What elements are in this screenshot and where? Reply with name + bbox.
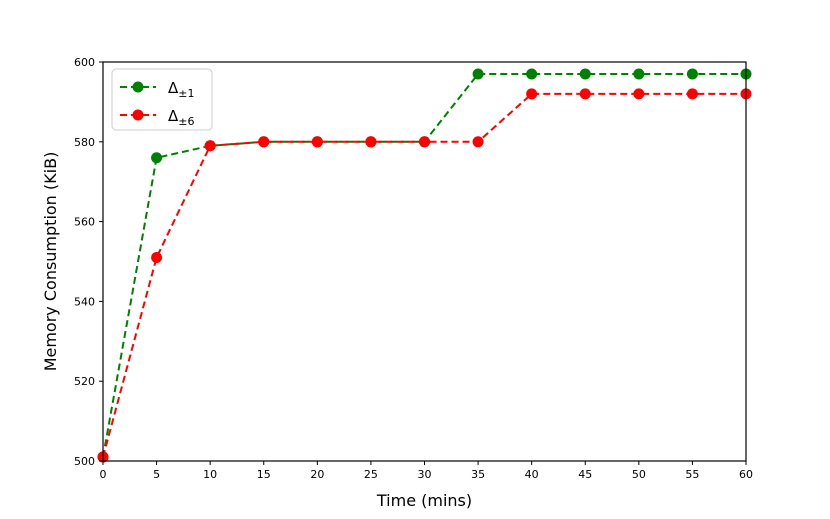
legend-label-main: Δ <box>168 107 179 125</box>
x-tick-label: 55 <box>685 468 699 481</box>
y-tick-label: 600 <box>74 56 95 69</box>
y-axis: 500 520 540 560 580 600 <box>74 56 103 468</box>
y-tick-label: 520 <box>74 375 95 388</box>
series-line <box>102 72 746 458</box>
data-point <box>633 68 645 80</box>
data-point <box>472 68 484 80</box>
data-point <box>472 136 484 148</box>
x-axis: 0 5 10 15 20 25 30 35 40 45 50 55 60 <box>100 461 753 481</box>
data-point <box>419 136 430 148</box>
legend-marker <box>132 81 144 93</box>
data-point <box>633 88 645 100</box>
x-tick-label: 35 <box>471 468 485 481</box>
legend-marker <box>132 109 144 121</box>
x-tick-label: 5 <box>153 468 160 481</box>
data-point <box>151 152 163 164</box>
legend-label: Δ±6 <box>168 107 194 128</box>
y-tick-label: 560 <box>74 216 95 229</box>
legend: Δ±1Δ±6 <box>111 68 213 131</box>
data-point <box>204 140 216 152</box>
x-tick-label: 30 <box>418 468 432 481</box>
data-point <box>579 88 591 100</box>
x-axis-title: Time (mins) <box>376 491 472 510</box>
data-point <box>365 136 377 148</box>
legend-label-subscript: ±1 <box>178 87 194 100</box>
x-tick-label: 20 <box>310 468 324 481</box>
x-tick-label: 60 <box>739 468 753 481</box>
x-tick-label: 15 <box>257 468 271 481</box>
data-point <box>258 136 270 148</box>
data-point <box>579 68 591 80</box>
legend-label: Δ±1 <box>168 79 194 100</box>
x-tick-label: 25 <box>364 468 378 481</box>
series-layer <box>97 68 752 463</box>
legend-label-main: Δ <box>168 79 179 97</box>
x-tick-label: 0 <box>100 468 107 481</box>
data-point <box>686 88 698 100</box>
data-point <box>526 88 538 100</box>
y-axis-title: Memory Consumption (KiB) <box>41 152 60 372</box>
y-tick-label: 500 <box>74 455 95 468</box>
legend-box <box>111 68 213 131</box>
data-point <box>686 68 698 80</box>
x-tick-label: 50 <box>632 468 646 481</box>
data-point <box>151 252 163 264</box>
data-point <box>311 136 323 148</box>
y-tick-label: 580 <box>74 136 95 149</box>
x-tick-label: 45 <box>578 468 592 481</box>
legend-label-subscript: ±6 <box>178 115 194 128</box>
x-tick-label: 40 <box>525 468 539 481</box>
data-point <box>526 68 538 80</box>
x-tick-label: 10 <box>203 468 217 481</box>
y-tick-label: 540 <box>74 295 95 308</box>
